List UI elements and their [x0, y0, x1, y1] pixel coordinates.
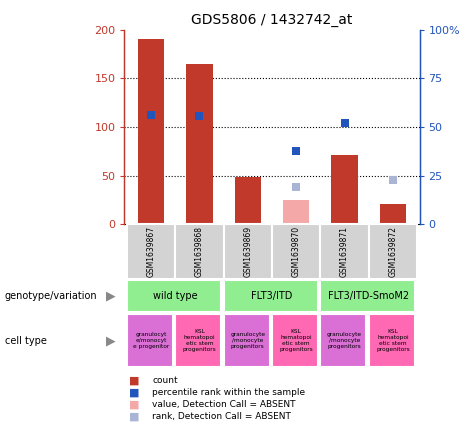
Bar — [175, 224, 224, 279]
Text: ■: ■ — [129, 411, 140, 421]
Bar — [127, 314, 173, 367]
Bar — [186, 63, 213, 224]
Text: GSM1639867: GSM1639867 — [147, 226, 155, 277]
Text: KSL
hematopoi
etic stem
progenitors: KSL hematopoi etic stem progenitors — [376, 330, 410, 352]
Bar — [127, 224, 175, 279]
Text: FLT3/ITD-SmoM2: FLT3/ITD-SmoM2 — [328, 291, 409, 301]
Bar — [175, 314, 221, 367]
Bar — [138, 39, 165, 224]
Title: GDS5806 / 1432742_at: GDS5806 / 1432742_at — [191, 13, 353, 27]
Bar — [224, 314, 270, 367]
Text: granulocyt
e/monocyt
e progenitor: granulocyt e/monocyt e progenitor — [133, 332, 169, 349]
Bar — [272, 314, 318, 367]
Bar — [235, 178, 261, 224]
Bar — [320, 314, 366, 367]
Text: ▶: ▶ — [106, 334, 116, 347]
Text: GSM1639869: GSM1639869 — [243, 226, 252, 277]
Bar — [331, 155, 358, 224]
Bar — [320, 224, 369, 279]
Text: ■: ■ — [129, 387, 140, 398]
Text: granulocyte
/monocyte
progenitors: granulocyte /monocyte progenitors — [327, 332, 362, 349]
Text: granulocyte
/monocyte
progenitors: granulocyte /monocyte progenitors — [230, 332, 266, 349]
Text: ■: ■ — [129, 376, 140, 386]
Bar — [224, 280, 318, 312]
Bar — [224, 224, 272, 279]
Bar — [369, 224, 417, 279]
Text: ■: ■ — [129, 399, 140, 409]
Text: KSL
hematopoi
etic stem
progenitors: KSL hematopoi etic stem progenitors — [279, 330, 313, 352]
Text: percentile rank within the sample: percentile rank within the sample — [152, 388, 305, 397]
Text: GSM1639870: GSM1639870 — [292, 226, 301, 277]
Text: GSM1639868: GSM1639868 — [195, 226, 204, 277]
Bar — [272, 224, 320, 279]
Text: ▶: ▶ — [106, 290, 116, 302]
Text: GSM1639871: GSM1639871 — [340, 226, 349, 277]
Text: cell type: cell type — [5, 335, 47, 346]
Bar — [127, 280, 221, 312]
Text: FLT3/ITD: FLT3/ITD — [251, 291, 293, 301]
Text: KSL
hematopoi
etic stem
progenitors: KSL hematopoi etic stem progenitors — [183, 330, 216, 352]
Bar — [379, 204, 406, 224]
Text: GSM1639872: GSM1639872 — [389, 226, 397, 277]
Text: genotype/variation: genotype/variation — [5, 291, 97, 301]
Text: count: count — [152, 376, 178, 385]
Bar — [369, 314, 415, 367]
Text: rank, Detection Call = ABSENT: rank, Detection Call = ABSENT — [152, 412, 291, 421]
Text: value, Detection Call = ABSENT: value, Detection Call = ABSENT — [152, 400, 296, 409]
Bar — [320, 280, 415, 312]
Text: wild type: wild type — [153, 291, 198, 301]
Bar — [283, 200, 309, 224]
